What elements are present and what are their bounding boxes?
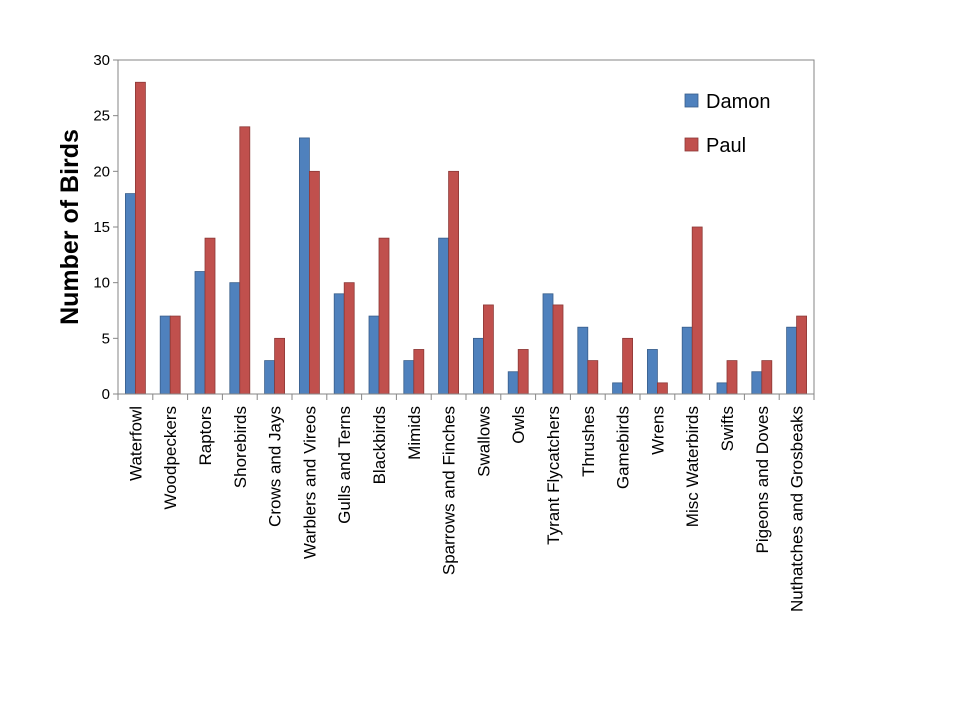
bar-damon-8	[368, 315, 380, 395]
bar-damon-20	[786, 326, 797, 395]
bar-damon-15	[612, 382, 623, 395]
bar-paul-10	[448, 170, 460, 395]
bar-damon-10	[438, 237, 450, 395]
bar-damon-13	[542, 293, 554, 395]
bar-damon-19	[751, 371, 763, 395]
y-tick-label: 10	[93, 275, 110, 292]
bars-layer	[125, 81, 807, 395]
x-category-label: Mimids	[405, 406, 424, 460]
bar-paul-8	[378, 237, 390, 395]
bar-paul-16	[657, 382, 668, 395]
bar-damon-11	[472, 337, 484, 395]
bar-paul-4	[239, 126, 251, 395]
x-category-label: Warblers and Vireos	[300, 406, 319, 559]
x-category-label: Blackbirds	[370, 406, 389, 484]
bar-paul-15	[622, 337, 633, 395]
bar-damon-17	[681, 326, 693, 395]
x-category-label: Misc Waterbirds	[683, 406, 702, 527]
bar-damon-5	[264, 360, 276, 395]
y-tick-label: 25	[93, 108, 110, 125]
x-category-label: Tyrant Flycatchers	[544, 406, 563, 545]
bar-damon-14	[577, 326, 589, 395]
x-axis: Waterfowl Woodpeckers Raptors Shorebirds Cro…	[117, 394, 815, 612]
legend-label-paul: Paul	[706, 135, 746, 157]
x-category-label: Woodpeckers	[161, 406, 180, 510]
bar-paul-14	[587, 360, 599, 395]
bar-damon-16	[647, 349, 658, 395]
bar-paul-5	[274, 337, 286, 395]
x-category-label: Gamebirds	[614, 406, 633, 489]
y-axis-title: Number of Birds	[56, 129, 84, 325]
bar-paul-2	[169, 315, 181, 395]
x-category-label: Sparrows and Finches	[440, 406, 459, 575]
y-tick-label: 15	[93, 219, 110, 236]
legend: Damon Paul	[684, 91, 770, 157]
bar-damon-3	[194, 271, 206, 395]
y-tick-label: 20	[93, 163, 110, 180]
y-axis: 0 5 10 15 20 25 30	[93, 52, 118, 403]
bar-paul-3	[204, 237, 216, 395]
y-tick-label: 30	[93, 52, 110, 69]
legend-label-damon: Damon	[706, 91, 770, 113]
bar-paul-6	[308, 170, 320, 395]
x-category-label: Pigeons and Doves	[753, 406, 772, 553]
y-tick-label: 0	[102, 386, 110, 403]
bar-paul-11	[482, 304, 494, 395]
x-category-label: Thrushes	[579, 406, 598, 477]
bar-paul-12	[517, 349, 529, 395]
legend-swatch-paul	[684, 137, 699, 152]
x-category-label: Waterfowl	[126, 406, 145, 481]
bar-damon-12	[507, 371, 519, 395]
bar-damon-9	[403, 360, 415, 395]
x-category-label: Swifts	[718, 406, 737, 451]
bar-damon-1	[125, 193, 136, 395]
x-category-label: Swallows	[474, 406, 493, 477]
bar-paul-18	[726, 360, 738, 395]
bar-paul-13	[552, 304, 564, 395]
x-category-label: Wrens	[648, 406, 667, 455]
bar-damon-6	[298, 137, 310, 395]
x-category-label: Crows and Jays	[266, 406, 285, 527]
bar-damon-2	[159, 315, 171, 395]
bar-paul-17	[691, 226, 703, 395]
x-category-label: Raptors	[196, 406, 215, 466]
bar-damon-4	[229, 282, 241, 395]
x-category-label: Gulls and Terns	[335, 406, 354, 524]
bar-damon-7	[333, 293, 345, 395]
bar-paul-1	[134, 81, 146, 395]
y-tick-label: 5	[102, 330, 110, 347]
bar-damon-18	[716, 382, 728, 395]
bar-paul-7	[343, 282, 355, 395]
bar-paul-20	[796, 315, 807, 395]
bar-paul-19	[761, 360, 773, 395]
legend-swatch-damon	[684, 93, 699, 108]
bar-paul-9	[413, 349, 425, 395]
x-category-label: Nuthatches and Grosbeaks	[788, 406, 807, 612]
x-category-label: Owls	[509, 406, 528, 444]
x-category-label: Shorebirds	[231, 406, 250, 488]
